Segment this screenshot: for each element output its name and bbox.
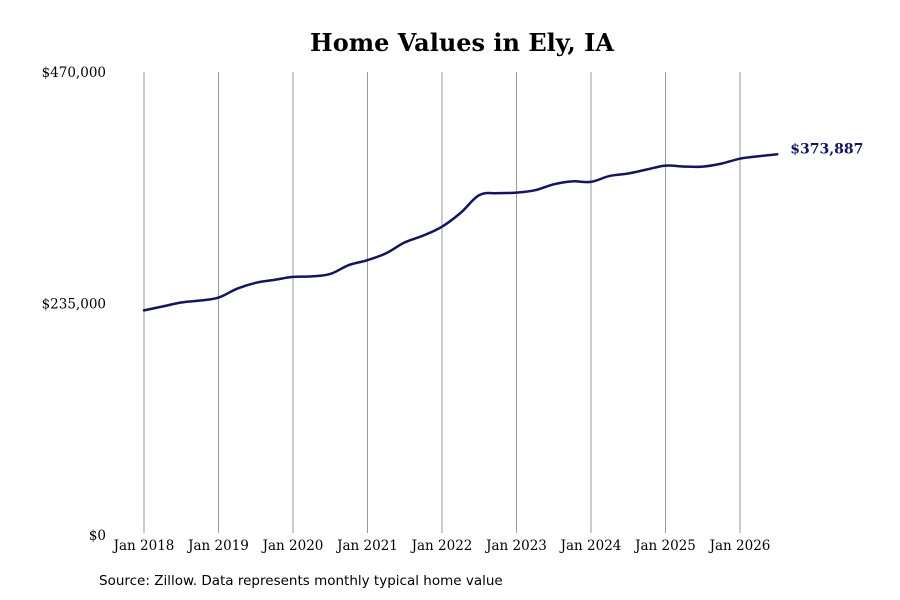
chart-title: Home Values in Ely, IA bbox=[310, 28, 614, 57]
series-layer bbox=[142, 153, 779, 312]
y-tick-label: $0 bbox=[89, 528, 106, 544]
annotation-layer: $373,887 bbox=[790, 141, 863, 157]
x-tick-label: Jan 2022 bbox=[410, 538, 473, 554]
y-axis-tick-labels: $0 $235,000 $470,000 bbox=[42, 65, 106, 544]
x-axis-tick-labels: Jan 2018 Jan 2019 Jan 2020 Jan 2021 Jan 2022… bbox=[112, 538, 771, 554]
x-tick-label: Jan 2019 bbox=[186, 538, 249, 554]
x-tick-label: Jan 2024 bbox=[559, 538, 622, 554]
x-tick-label: Jan 2026 bbox=[708, 538, 771, 554]
end-value-label: $373,887 bbox=[790, 141, 863, 157]
series-line bbox=[142, 153, 779, 312]
x-tick-label: Jan 2021 bbox=[335, 538, 398, 554]
y-tick-label: $235,000 bbox=[42, 297, 106, 313]
x-tick-label: Jan 2020 bbox=[261, 538, 324, 554]
x-tick-label: Jan 2023 bbox=[484, 538, 547, 554]
x-tick-label: Jan 2018 bbox=[112, 538, 175, 554]
y-tick-label: $470,000 bbox=[42, 65, 106, 81]
vertical-gridlines bbox=[143, 72, 741, 533]
x-tick-label: Jan 2025 bbox=[633, 538, 696, 554]
source-note: Source: Zillow. Data represents monthly … bbox=[99, 573, 503, 589]
